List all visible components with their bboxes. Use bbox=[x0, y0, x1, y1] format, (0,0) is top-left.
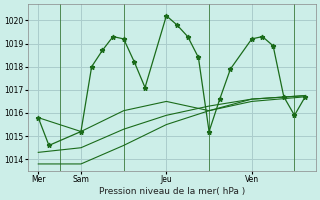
X-axis label: Pression niveau de la mer( hPa ): Pression niveau de la mer( hPa ) bbox=[99, 187, 245, 196]
